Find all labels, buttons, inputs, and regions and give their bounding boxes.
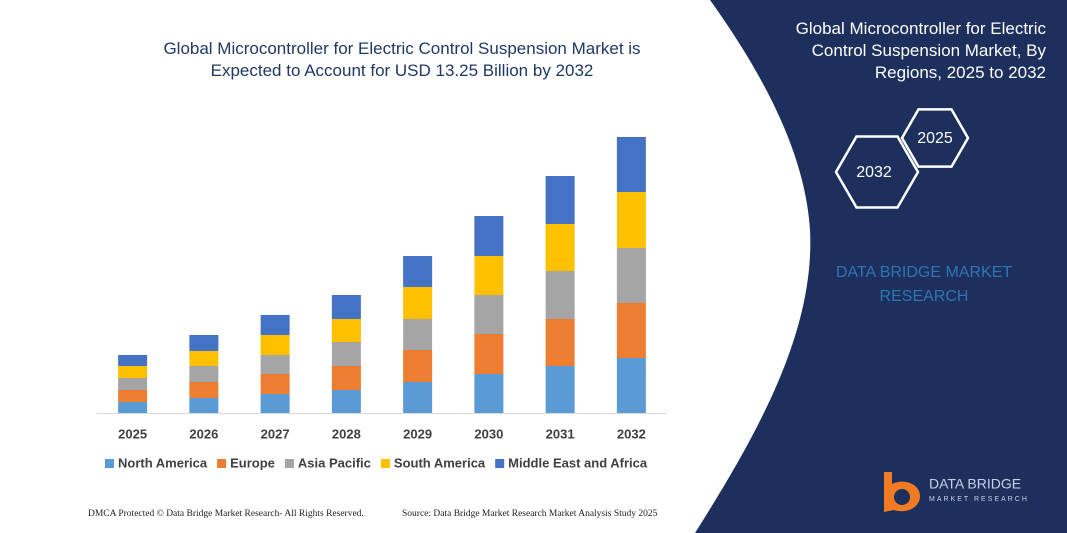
bar-segment [474, 334, 504, 374]
bar-segment [260, 355, 290, 374]
logo: DATA BRIDGE MARKET RESEARCH [884, 472, 1029, 512]
bar-segment [403, 382, 433, 413]
legend-label: Europe [230, 455, 275, 470]
x-tick-label: 2032 [617, 426, 646, 441]
legend-swatch [284, 459, 294, 468]
bar-segment [331, 319, 361, 342]
bar-segment [189, 382, 219, 398]
bar-segment [474, 374, 504, 413]
legend-swatch [495, 459, 505, 468]
bar-segment [118, 355, 148, 366]
legend-label: South America [394, 455, 486, 470]
x-tick-label: 2026 [189, 426, 218, 441]
bar-segment [545, 224, 575, 271]
bar-segment [403, 287, 433, 319]
bar-segment [189, 351, 219, 366]
bar-segment [545, 319, 575, 366]
bar-segment [474, 295, 504, 334]
bar-segment [403, 350, 433, 382]
bar-segment [118, 378, 148, 390]
bar-segment [403, 319, 433, 350]
bar-segment [616, 137, 646, 192]
hexagon [834, 135, 920, 209]
footer-left: DMCA Protected © Data Bridge Market Rese… [88, 508, 364, 519]
bar-segment [474, 256, 504, 295]
brand-text: DATA BRIDGE MARKET RESEARCH [836, 264, 1013, 305]
bar-segment [331, 390, 361, 413]
hex-label: 2025 [917, 130, 953, 147]
x-tick-label: 2025 [118, 426, 147, 441]
legend-label: Middle East and Africa [508, 455, 648, 470]
side-panel [695, 0, 1067, 533]
bar-segment [616, 358, 646, 413]
bar-segment [118, 390, 148, 402]
bar-segment [189, 398, 219, 413]
footer-right: Source: Data Bridge Market Research Mark… [402, 509, 658, 519]
bar-segment [616, 248, 646, 303]
bar-segment [616, 192, 646, 248]
hex-label: 2032 [856, 164, 892, 181]
x-tick-label: 2029 [403, 426, 432, 441]
legend-swatch [217, 459, 227, 468]
bar-segment [545, 271, 575, 319]
bar-segment [260, 394, 290, 413]
logo-name: DATA BRIDGE [929, 476, 1021, 492]
bar-segment [474, 216, 504, 256]
x-tick-label: 2030 [474, 426, 503, 441]
legend-label: North America [118, 455, 208, 470]
x-tick-label: 2028 [332, 426, 361, 441]
bar-segment [331, 295, 361, 319]
bar-segment [260, 374, 290, 394]
bar-segment [545, 366, 575, 413]
bar-segment [118, 402, 148, 413]
bar-segment [403, 256, 433, 287]
bar-segment [545, 176, 575, 224]
chart-title: Global Microcontroller for Electric Cont… [163, 39, 640, 80]
bar-segment [260, 315, 290, 335]
bar-segment [260, 335, 290, 355]
bar-segment [331, 342, 361, 366]
hexagon [900, 108, 970, 168]
legend-label: Asia Pacific [298, 455, 371, 470]
bar-segment [189, 335, 219, 351]
x-tick-label: 2027 [261, 426, 290, 441]
logo-tagline: MARKET RESEARCH [929, 496, 1029, 503]
bar-segment [616, 303, 646, 358]
x-tick-label: 2031 [546, 426, 575, 441]
bar-segment [189, 366, 219, 382]
logo-icon [894, 489, 910, 505]
legend-swatch [105, 459, 114, 468]
bar-segment [118, 366, 148, 378]
bar-segment [331, 366, 361, 390]
legend-swatch [380, 459, 390, 468]
panel-title: Global Microcontroller for Electric Contr… [796, 19, 1047, 82]
